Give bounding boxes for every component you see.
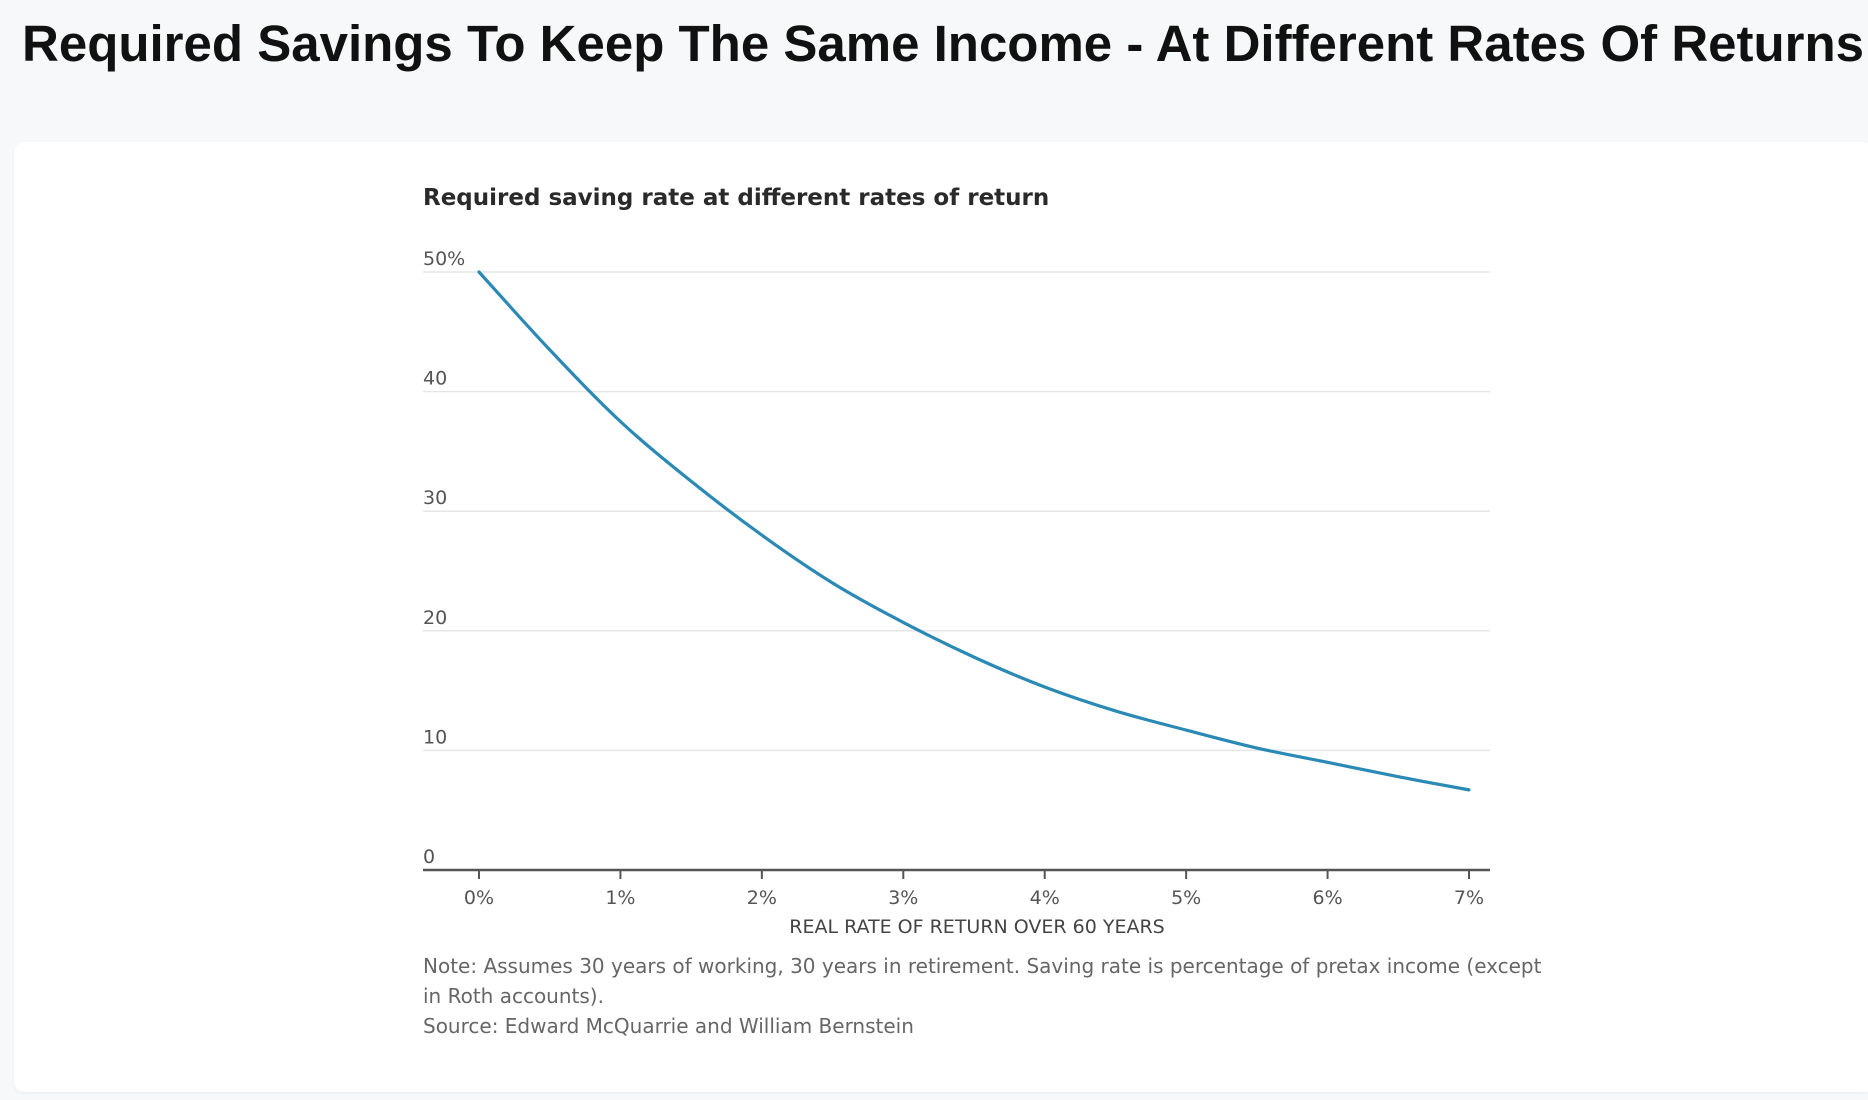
y-tick-label: 50% <box>423 248 465 270</box>
note-line: in Roth accounts). <box>423 984 604 1008</box>
y-tick-label: 10 <box>423 726 447 748</box>
grid-layer: 0 10 20 30 40 50% <box>423 248 1490 868</box>
x-axis: 0% 1% 2% 3% 4% 5% 6% 7% <box>423 868 1490 909</box>
x-tick-label: 1% <box>605 887 635 909</box>
chart-card: Required saving rate at different rates … <box>14 142 1868 1092</box>
note-line: Source: Edward McQuarrie and William Ber… <box>423 1014 914 1038</box>
chart-svg: Required saving rate at different rates … <box>423 185 1542 1038</box>
x-tick-label: 6% <box>1312 887 1342 909</box>
x-tick-label: 2% <box>747 887 777 909</box>
x-tick-label: 4% <box>1030 887 1060 909</box>
y-tick-label: 20 <box>423 607 447 629</box>
series-line <box>477 270 1471 792</box>
x-tick-label: 7% <box>1454 887 1484 909</box>
y-tick-label: 30 <box>423 487 447 509</box>
x-tick-label: 3% <box>888 887 918 909</box>
x-tick-label: 5% <box>1171 887 1201 909</box>
chart-title: Required saving rate at different rates … <box>423 185 1049 211</box>
x-tick-label: 0% <box>464 887 494 909</box>
chart-note: Note: Assumes 30 years of working, 30 ye… <box>423 954 1542 1038</box>
y-tick-label: 40 <box>423 368 447 390</box>
note-line: Note: Assumes 30 years of working, 30 ye… <box>423 954 1542 978</box>
x-axis-title: REAL RATE OF RETURN OVER 60 YEARS <box>789 916 1164 938</box>
page-title: Required Savings To Keep The Same Income… <box>22 15 1865 72</box>
y-tick-label: 0 <box>423 846 435 868</box>
